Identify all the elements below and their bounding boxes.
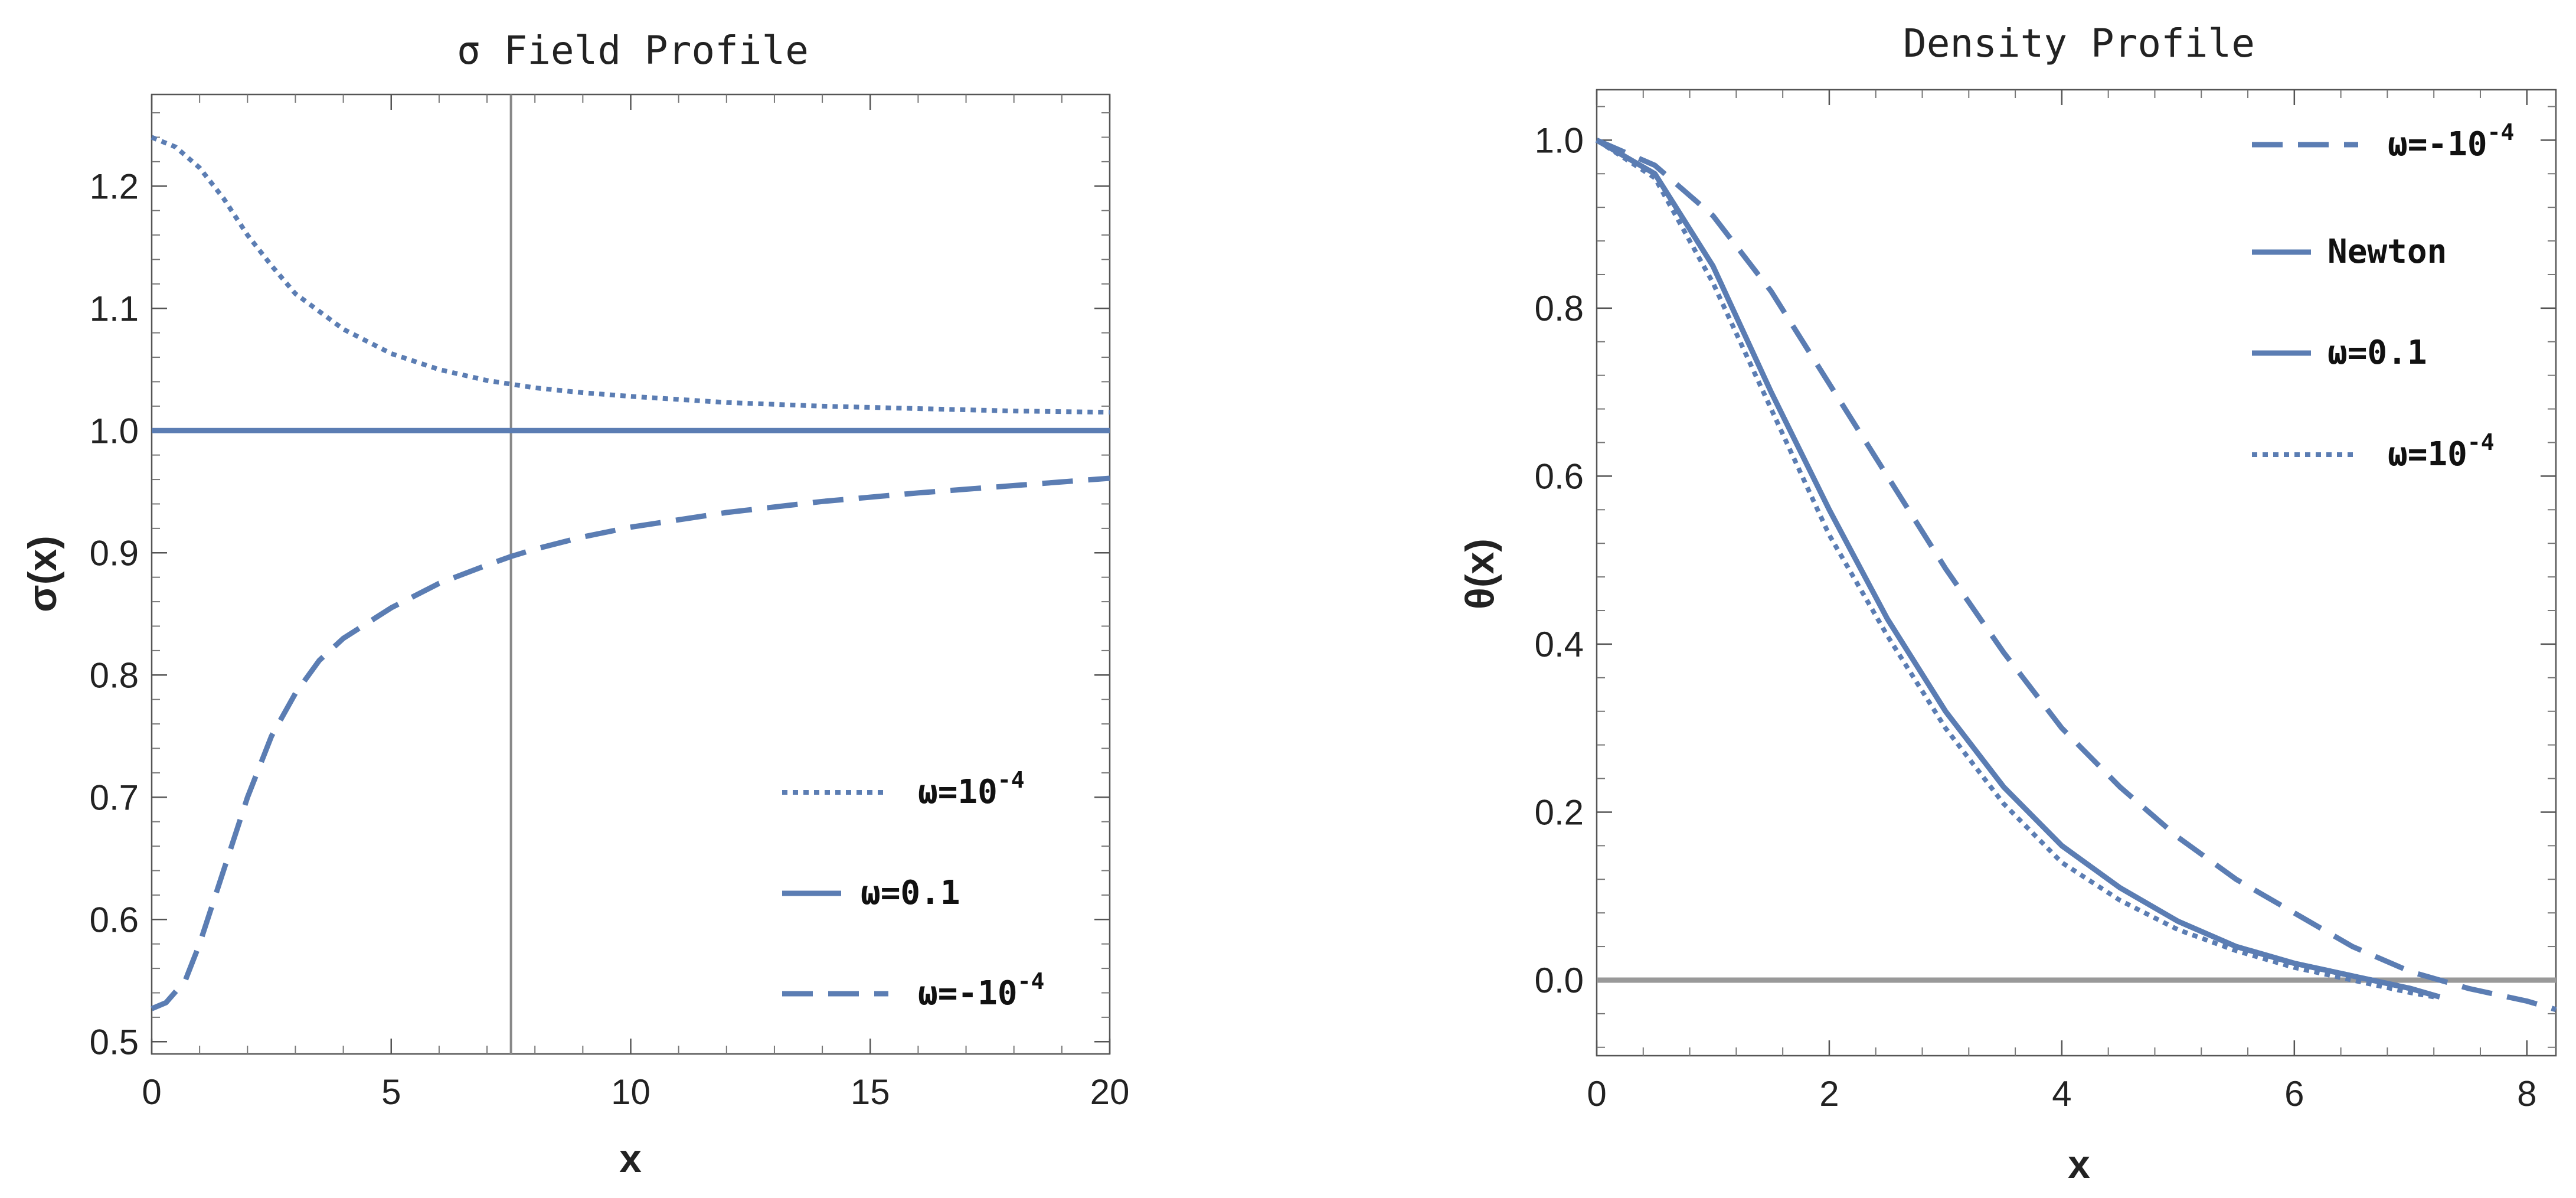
x-tick-label: 0 — [1587, 1074, 1606, 1114]
y-tick-label: 0.9 — [90, 533, 139, 573]
x-tick-label: 2 — [1819, 1074, 1839, 1114]
x-axis-label: x — [2068, 1142, 2090, 1187]
legend-item: ω=-10-4 — [782, 968, 1044, 1013]
legend: ω=10-4 ω=0.1 ω=-10-4 — [782, 767, 1044, 1013]
legend-label-sup: -4 — [1018, 968, 1045, 994]
sigma-field-chart: σ Field Profile 0 5 10 15 20 0.5 0.6 0.7 0.8 0.9 1… — [20, 28, 1129, 1181]
series-lines — [151, 135, 1110, 1011]
legend-label-main: ω=10 — [2388, 435, 2467, 474]
legend-label: ω=10-4 — [918, 767, 1025, 811]
y-tick-label: 0.5 — [90, 1022, 139, 1062]
series-line — [1595, 138, 2434, 1000]
y-tick-label: 0.7 — [90, 778, 139, 817]
legend-label-main: ω=10 — [918, 773, 998, 811]
legend-item: Newton — [2252, 233, 2447, 271]
y-tick-label: 0.2 — [1535, 792, 1584, 832]
legend-label-main: ω=0.1 — [861, 874, 960, 912]
y-tick-label: 1.0 — [1535, 120, 1584, 160]
x-tick-label: 8 — [2517, 1074, 2536, 1114]
y-tick-label: 0.6 — [1535, 456, 1584, 496]
tick-labels: 0 5 10 15 20 0.5 0.6 0.7 0.8 0.9 1.0 1.1 1.2 — [90, 167, 1130, 1112]
chart-title: σ Field Profile — [457, 28, 809, 73]
legend-label: ω=-10-4 — [2388, 119, 2514, 164]
x-tick-label: 4 — [2052, 1074, 2071, 1114]
y-tick-label: 0.8 — [90, 655, 139, 695]
tick-marks — [151, 94, 1111, 1054]
y-tick-label: 0.6 — [90, 900, 139, 939]
density-profile-chart: Density Profile 0 2 4 6 80.00.20.40.60.81.0 … — [1457, 21, 2557, 1187]
y-tick-label: 1.1 — [90, 289, 139, 328]
y-tick-label: 0.4 — [1535, 625, 1584, 664]
y-tick-label: 1.0 — [90, 411, 139, 451]
x-tick-label: 0 — [142, 1072, 161, 1112]
legend-label-main: ω=0.1 — [2327, 334, 2427, 372]
legend-label: ω=-10-4 — [918, 968, 1044, 1013]
x-tick-label: 10 — [611, 1072, 650, 1112]
series-line — [1596, 138, 2557, 1013]
series-line — [151, 475, 1110, 1011]
legend: ω=-10-4 Newton ω=0.1 ω=10-4 — [2252, 119, 2514, 474]
y-tick-label: 0.8 — [1535, 289, 1584, 328]
legend-label-main: ω=-10 — [918, 974, 1018, 1013]
x-tick-label: 5 — [381, 1072, 401, 1112]
y-axis-label: θ(x) — [1457, 538, 1502, 609]
y-axis-label: σ(x) — [20, 536, 65, 612]
x-tick-label: 20 — [1090, 1072, 1130, 1112]
legend-label: Newton — [2327, 233, 2447, 271]
x-axis-label: x — [619, 1136, 642, 1181]
x-tick-label: 15 — [851, 1072, 890, 1112]
legend-item: ω=10-4 — [2252, 429, 2495, 474]
legend-item: ω=10-4 — [782, 767, 1025, 811]
legend-item: ω=-10-4 — [2252, 119, 2514, 164]
plot-frame — [151, 93, 1111, 1055]
legend-label: ω=0.1 — [861, 874, 960, 912]
legend-label-sup: -4 — [2487, 119, 2515, 145]
legend-label-main: Newton — [2327, 233, 2447, 271]
legend-label-sup: -4 — [2467, 429, 2495, 455]
legend-label-sup: -4 — [998, 767, 1025, 793]
y-tick-label: 0.0 — [1535, 961, 1584, 1000]
plot-frame — [1596, 89, 2557, 1057]
series-lines — [1595, 138, 2557, 1013]
legend-label-main: ω=-10 — [2388, 125, 2487, 164]
legend-item: ω=0.1 — [782, 874, 960, 912]
legend-label: ω=0.1 — [2327, 334, 2427, 372]
legend-label: ω=10-4 — [2388, 429, 2495, 474]
y-tick-label: 1.2 — [90, 167, 139, 206]
series-line — [151, 135, 1110, 415]
chart-title: Density Profile — [1903, 21, 2255, 66]
tick-labels: 0 2 4 6 8 0.0 0.2 0.4 0.6 0.8 1.0 — [1535, 120, 2537, 1114]
series-line — [1595, 138, 2441, 1000]
legend-item: ω=0.1 — [2252, 334, 2427, 372]
x-tick-label: 6 — [2284, 1074, 2304, 1114]
series-line — [1595, 138, 2441, 1000]
